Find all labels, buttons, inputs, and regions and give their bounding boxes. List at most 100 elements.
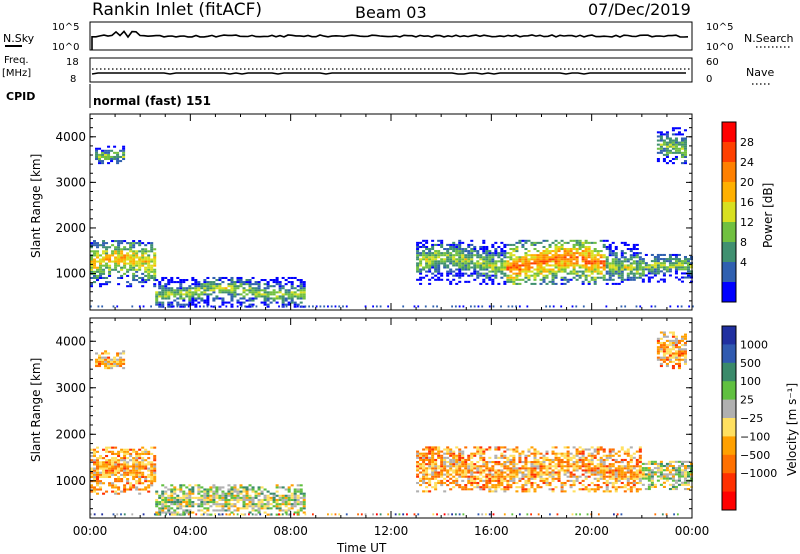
echo-cell [114,252,118,255]
echo-cell [521,256,525,259]
echo-cell [425,258,429,261]
echo-cell [533,248,537,251]
scatter-dot [549,513,551,516]
echo-cell [680,337,684,340]
echo-cell [117,262,121,265]
echo-cell [593,270,597,273]
echo-cell [236,285,240,288]
echo-cell [135,459,139,462]
echo-cell [599,266,603,269]
echo-cell [680,139,684,142]
echo-cell [129,486,133,489]
echo-cell [138,264,142,267]
echo-cell [141,264,145,267]
echo-cell [665,260,669,263]
echo-cell [542,266,546,269]
echo-cell [170,305,174,308]
echo-cell [662,280,666,283]
scatter-dot [300,305,303,308]
echo-cell [680,460,684,463]
echo-cell [656,280,660,283]
echo-cell [233,494,237,497]
echo-cell [668,354,672,357]
echo-cell [245,299,249,302]
echo-cell [512,272,516,275]
echo-cell [629,250,633,253]
scatter-dot [473,305,476,308]
echo-cell [677,258,681,261]
echo-cell [147,486,151,489]
echo-cell [452,260,456,263]
echo-cell [440,479,444,482]
scatter-dot [169,305,171,308]
echo-cell [584,486,588,489]
echo-cell [662,335,666,338]
echo-cell [665,339,669,342]
echo-cell [455,465,459,468]
echo-cell [578,274,582,277]
colorbar-tick-label: 25 [740,394,754,407]
echo-cell [632,268,636,271]
echo-cell [437,446,441,449]
scatter-dot [187,513,190,516]
echo-cell [515,463,519,466]
echo-cell [581,461,585,464]
echo-cell [557,461,561,464]
echo-cell [158,283,162,286]
echo-cell [170,301,174,304]
echo-cell [563,484,567,487]
echo-cell [509,479,513,482]
echo-cell [521,268,525,271]
echo-cell [557,465,561,468]
echo-cell [144,250,148,253]
echo-cell [90,471,94,474]
echo-cell [596,252,600,255]
echo-cell [521,473,525,476]
echo-cell [431,260,435,263]
echo-cell [659,137,663,140]
echo-cell [494,469,498,472]
scatter-dot [537,513,540,516]
echo-cell [114,461,118,464]
echo-cell [458,264,462,267]
echo-cell [150,463,154,466]
echo-cell [635,473,639,476]
echo-cell [116,162,120,165]
echo-cell [230,496,234,499]
echo-cell [422,467,426,470]
echo-cell [135,469,139,472]
echo-cell [674,479,678,482]
echo-cell [638,458,642,462]
echo-cell [455,458,459,462]
echo-cell [114,258,118,261]
echo-cell [659,337,663,340]
echo-cell [671,354,675,357]
echo-cell [647,272,651,275]
echo-cell [449,461,453,464]
echo-cell [200,494,204,497]
echo-cell [632,467,636,470]
echo-cell [683,460,687,463]
echo-cell [668,260,672,263]
echo-cell [587,268,591,271]
echo-cell [623,264,627,267]
scatter-dot [251,513,254,516]
echo-cell [572,256,576,259]
echo-cell [153,272,157,275]
echo-cell [431,475,435,478]
echo-cell [153,252,157,255]
echo-cell [548,264,552,267]
echo-cell [488,270,492,273]
echo-cell [209,496,213,499]
echo-cell [99,260,103,263]
scatter-dot [545,305,548,308]
echo-cell [515,262,519,265]
echo-cell [227,513,231,516]
echo-cell [545,250,549,253]
echo-cell [668,149,672,152]
echo-cell [102,465,106,468]
scatter-dot [582,305,585,308]
echo-cell [602,469,606,472]
echo-cell [638,268,642,271]
echo-cell [263,297,267,300]
